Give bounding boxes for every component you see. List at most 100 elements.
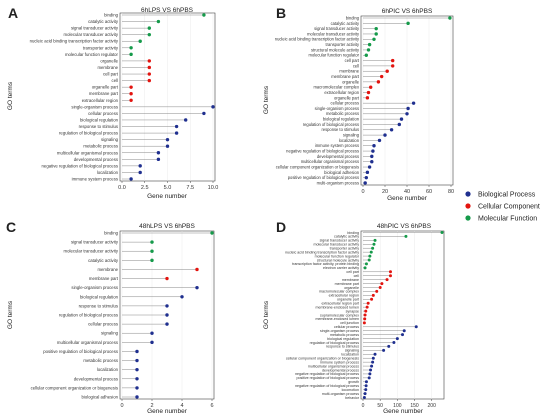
go-term-label: membrane	[339, 69, 359, 74]
go-term-label: signal transducer activity	[320, 239, 360, 243]
go-term-label: organelle part	[334, 95, 360, 100]
panel-d-title: 48hPIC VS 6hPBS	[377, 223, 432, 230]
lollipop-point	[366, 90, 371, 95]
lollipop-point	[156, 19, 161, 24]
go-term-label: catalytic activity	[334, 235, 359, 239]
go-term-label: regulation of biological process	[59, 313, 118, 318]
lollipop-point	[371, 360, 375, 364]
legend-swatch-biological-process	[465, 191, 471, 197]
lollipop-point	[368, 254, 372, 258]
go-term-label: cellular component organization or bioge…	[286, 356, 359, 360]
go-term-label: cellular process	[88, 322, 118, 327]
panel-c-title: 48hLPS VS 6hPBS	[139, 223, 195, 230]
lollipop-point	[135, 349, 139, 354]
lollipop-point	[366, 301, 370, 305]
lollipop-point	[414, 325, 418, 329]
panel-b-xlabel: Gene number	[387, 195, 428, 202]
lollipop-point	[373, 352, 377, 356]
lollipop-point	[211, 105, 215, 109]
go-term-label: organelle	[100, 58, 118, 63]
panel-letter: A	[8, 5, 18, 21]
lollipop-point	[129, 177, 133, 181]
go-term-label: catalytic activity	[88, 19, 119, 24]
lollipop-point	[369, 368, 373, 372]
go-term-label: transcription factor activity, protein b…	[292, 262, 359, 266]
go-term-label: membrane part	[331, 74, 360, 79]
lollipop-point	[174, 131, 179, 135]
lollipop-point	[399, 117, 404, 121]
go-term-label: positive regulation of biological proces…	[288, 175, 359, 180]
go-term-label: membrane part	[89, 276, 119, 281]
lollipop-point	[129, 92, 133, 96]
lollipop-point	[402, 329, 406, 333]
lollipop-point	[364, 309, 368, 313]
lollipop-point	[135, 358, 139, 363]
legend-label-biological-process: Biological Process	[478, 192, 536, 199]
go-term-label: cell part	[346, 270, 359, 274]
legend-label-cellular-component: Cellular Component	[478, 204, 540, 211]
go-term-label: macromolecular complex	[313, 85, 359, 90]
go-term-label: single-organism process	[315, 106, 359, 111]
go-term-label: response to stimulus	[79, 303, 118, 308]
lollipop-point	[371, 246, 375, 250]
go-term-label: membrane-enclosed lumen	[315, 305, 359, 309]
x-tick-label: 2.5	[141, 185, 149, 191]
panel-d: D 48hPIC VS 6hPBS GO terms Gene number 0…	[263, 219, 445, 415]
lollipop-point	[138, 170, 142, 175]
go-term-label: organelle	[344, 286, 359, 290]
lollipop-point	[363, 313, 367, 317]
panel-letter: B	[276, 5, 286, 21]
lollipop-point	[374, 32, 378, 36]
legend-swatch-cellular-component	[465, 203, 471, 209]
go-term-label: membrane	[342, 278, 359, 282]
lollipop-point	[365, 96, 370, 100]
go-term-label: cellular component organization or bioge…	[276, 164, 359, 169]
go-term-label: multicellular organismal process	[57, 150, 118, 155]
go-term-label: structural molecule activity	[317, 258, 359, 262]
lollipop-point	[369, 85, 373, 89]
go-term-label: signal transducer activity	[314, 26, 360, 31]
lollipop-point	[375, 289, 379, 293]
go-term-label: signaling	[101, 331, 119, 336]
go-term-label: developmental process	[322, 368, 359, 372]
x-tick-label: 100	[393, 403, 402, 409]
panel-b-ylabel: GO terms	[263, 85, 270, 114]
go-term-label: cellular process	[88, 111, 118, 116]
go-term-label: binding	[104, 231, 118, 236]
lollipop-point	[135, 377, 139, 381]
x-tick-label: 7.5	[186, 185, 194, 191]
go-term-label: single-organism process	[320, 329, 359, 333]
lollipop-point	[147, 78, 151, 83]
lollipop-point	[365, 305, 369, 309]
lollipop-point	[367, 376, 371, 380]
lollipop-point	[195, 267, 199, 272]
lollipop-point	[135, 395, 139, 399]
lollipop-point	[392, 341, 396, 344]
lollipop-point	[388, 274, 392, 278]
go-term-label: molecular transducer activity	[64, 249, 119, 254]
lollipop-point	[364, 262, 368, 266]
lollipop-point	[389, 128, 394, 132]
go-term-label: biological adhesion	[324, 170, 360, 175]
go-term-label: molecular transducer activity	[307, 31, 360, 36]
go-term-label: response to stimulus	[321, 127, 359, 132]
go-term-label: localization	[97, 170, 119, 175]
lollipop-point	[370, 154, 374, 159]
go-term-label: organelle part	[92, 85, 119, 90]
lollipop-point	[362, 321, 366, 325]
x-tick-label: 20	[382, 189, 388, 195]
lollipop-point	[364, 175, 368, 180]
panel-d-ylabel: GO terms	[263, 300, 270, 329]
lollipop-point	[362, 396, 366, 399]
lollipop-point	[129, 85, 133, 89]
panel-a-title: 6hLPS VS 6hPBS	[141, 7, 194, 14]
go-term-label: electron carrier activity	[323, 266, 359, 270]
go-term-label: signaling	[345, 349, 359, 353]
go-term-label: molecular function regulator	[65, 52, 119, 57]
go-term-label: positive regulation of biological proces…	[296, 376, 359, 380]
lollipop-point	[406, 106, 410, 111]
lollipop-point	[448, 16, 452, 20]
lollipop-point	[372, 242, 376, 246]
x-tick-label: 10.0	[208, 185, 219, 191]
panel-b: B 6hPIC VS 6hPBS GO terms Gene number 0 2…	[263, 5, 454, 202]
